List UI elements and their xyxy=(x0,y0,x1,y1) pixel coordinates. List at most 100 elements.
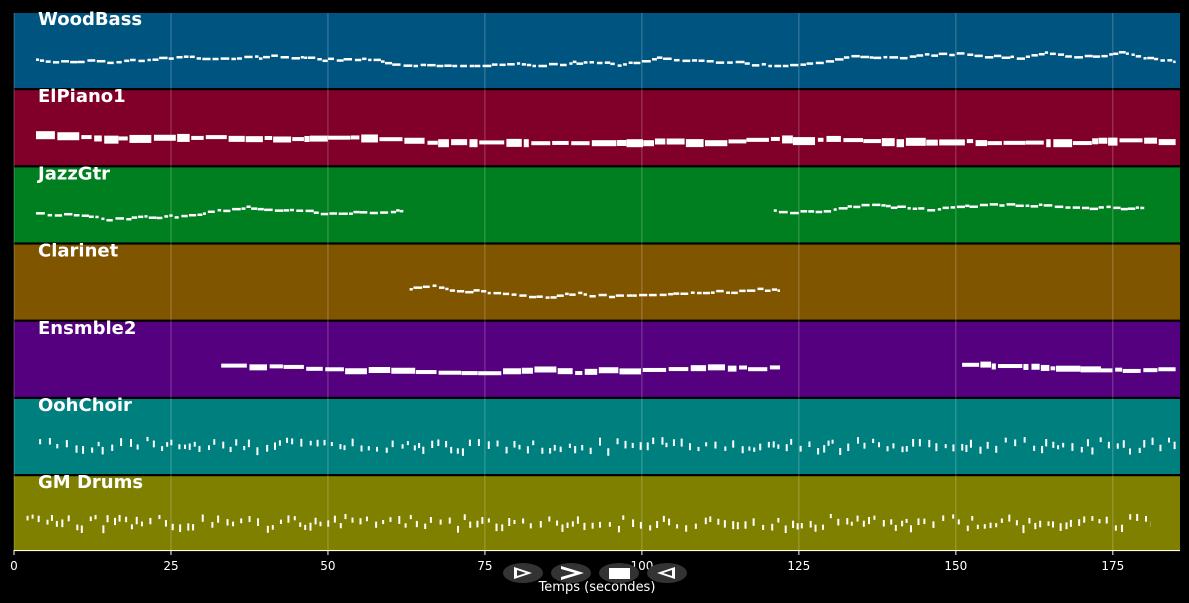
stop-button[interactable] xyxy=(599,563,639,583)
note xyxy=(469,521,472,528)
note xyxy=(1074,56,1083,59)
note xyxy=(129,134,152,143)
note xyxy=(556,294,564,297)
note xyxy=(589,295,596,298)
note xyxy=(106,515,109,523)
note xyxy=(513,440,516,448)
note xyxy=(102,525,105,534)
note xyxy=(450,446,453,454)
note xyxy=(623,63,627,66)
note xyxy=(800,210,808,213)
note xyxy=(56,444,59,449)
note xyxy=(1033,445,1036,451)
note xyxy=(389,517,392,522)
note xyxy=(1101,54,1108,58)
note xyxy=(1158,367,1176,372)
note xyxy=(774,64,782,68)
note xyxy=(727,61,733,64)
note xyxy=(503,368,522,375)
note xyxy=(1080,446,1083,453)
note xyxy=(174,216,179,219)
note-segment xyxy=(773,203,1145,215)
note xyxy=(409,288,413,291)
note xyxy=(1120,207,1128,211)
note xyxy=(1065,206,1071,209)
note xyxy=(927,209,936,212)
note xyxy=(106,218,113,222)
note xyxy=(997,364,1023,369)
note xyxy=(987,141,1002,146)
note xyxy=(1143,368,1158,373)
note xyxy=(979,203,988,207)
note xyxy=(881,138,895,147)
note xyxy=(436,64,444,68)
note xyxy=(404,137,425,144)
note xyxy=(343,445,346,451)
note xyxy=(1089,207,1099,211)
note xyxy=(1109,53,1113,56)
note xyxy=(935,443,938,452)
note xyxy=(532,64,536,68)
note xyxy=(327,520,330,527)
note xyxy=(768,64,772,68)
note xyxy=(415,520,418,528)
note xyxy=(477,439,480,446)
note xyxy=(404,523,407,528)
note xyxy=(147,58,151,62)
note xyxy=(158,515,161,520)
note xyxy=(192,524,195,531)
note xyxy=(114,517,117,526)
play-button[interactable] xyxy=(503,563,543,583)
note xyxy=(591,140,617,147)
note xyxy=(1003,140,1026,145)
note xyxy=(94,514,97,520)
note xyxy=(1084,54,1093,58)
note xyxy=(883,55,888,59)
note xyxy=(193,441,196,447)
note xyxy=(790,438,793,445)
note xyxy=(217,208,222,212)
note xyxy=(777,444,780,449)
note xyxy=(1129,448,1132,455)
note xyxy=(838,207,848,210)
track: GM Drums xyxy=(14,472,1180,552)
note xyxy=(343,58,353,61)
note xyxy=(825,60,835,63)
x-axis-label: Temps (secondes) xyxy=(538,580,656,595)
note xyxy=(969,205,978,208)
note xyxy=(380,211,389,214)
note xyxy=(1065,55,1072,58)
note xyxy=(360,445,363,452)
note xyxy=(1173,60,1176,64)
note xyxy=(479,140,505,145)
note xyxy=(413,286,423,289)
note xyxy=(1071,443,1074,451)
note xyxy=(1023,437,1026,443)
note xyxy=(1127,207,1136,210)
note xyxy=(847,205,852,208)
note xyxy=(942,206,949,210)
note xyxy=(469,64,474,68)
note xyxy=(746,137,769,142)
note xyxy=(823,445,826,453)
note xyxy=(548,62,558,66)
note xyxy=(1001,56,1011,60)
back-button[interactable] xyxy=(647,563,687,583)
note xyxy=(1015,520,1018,526)
note xyxy=(181,214,188,218)
note xyxy=(323,439,326,446)
note xyxy=(556,520,559,526)
note xyxy=(715,61,725,64)
note xyxy=(320,212,329,216)
note xyxy=(663,57,672,61)
note xyxy=(222,441,225,449)
note xyxy=(975,140,988,147)
note xyxy=(800,63,807,66)
forward-button[interactable] xyxy=(551,563,591,583)
note xyxy=(980,361,992,368)
note xyxy=(279,519,282,524)
note xyxy=(273,442,276,450)
note xyxy=(661,437,664,445)
note xyxy=(391,440,394,448)
note xyxy=(1154,57,1159,61)
